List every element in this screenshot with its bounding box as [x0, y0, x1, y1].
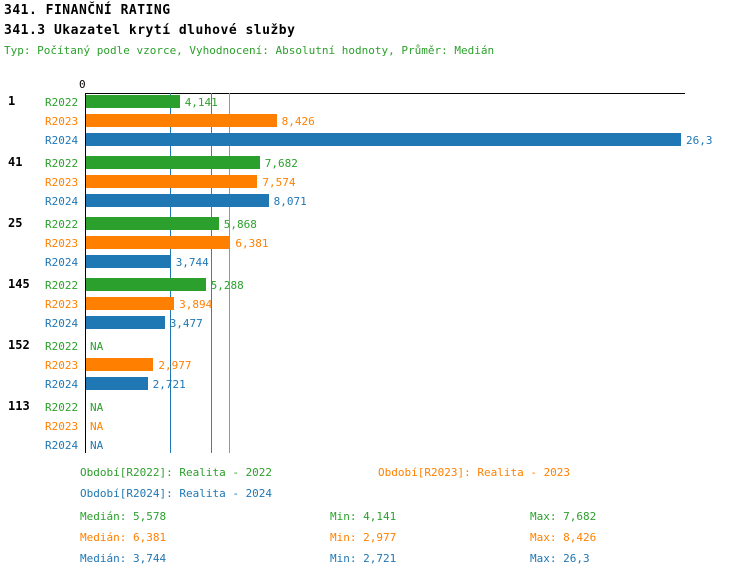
page-subtitle: 341.3 Ukazatel krytí dluhové služby — [4, 23, 296, 38]
bar-value-label: 26,3 — [686, 134, 713, 147]
series-label: R2023 — [45, 237, 79, 250]
page-title: 341. FINANČNÍ RATING — [4, 3, 171, 18]
series-label: R2023 — [45, 115, 79, 128]
bar-value-label: NA — [90, 439, 104, 452]
bar — [86, 255, 171, 268]
stat-min-r2023: Min: 2,977 — [330, 531, 397, 544]
bar — [86, 316, 165, 329]
bar-value-label: 3,894 — [179, 298, 213, 311]
bar-chart: 0 1 R2022 4,141 R2023 8,426 R2024 26,3 41 R2022 7,… — [0, 78, 750, 458]
bar-value-label: 7,574 — [262, 176, 296, 189]
bar — [86, 194, 269, 207]
series-label: R2024 — [45, 256, 79, 269]
bar-value-label: 2,721 — [152, 378, 186, 391]
series-label: R2022 — [45, 218, 79, 231]
stat-min-r2024: Min: 2,721 — [330, 552, 397, 565]
group-label: 41 — [8, 155, 23, 169]
bar — [86, 358, 154, 371]
series-label: R2024 — [45, 439, 79, 452]
series-label: R2022 — [45, 157, 79, 170]
median-line-r2023 — [229, 93, 231, 453]
group-label: 1 — [8, 94, 16, 108]
bar-value-label: 4,141 — [184, 96, 218, 109]
series-label: R2024 — [45, 317, 79, 330]
stat-min-r2022: Min: 4,141 — [330, 510, 397, 523]
stat-max-r2022: Max: 7,682 — [530, 510, 597, 523]
bar — [86, 217, 219, 230]
series-label: R2022 — [45, 279, 79, 292]
series-label: R2024 — [45, 134, 79, 147]
group-label: 113 — [8, 399, 30, 413]
bar — [86, 297, 175, 310]
x-axis-zero-label: 0 — [79, 78, 86, 91]
bar — [86, 114, 277, 127]
bar-value-label: 5,288 — [210, 279, 244, 292]
series-label: R2022 — [45, 401, 79, 414]
series-label: R2023 — [45, 420, 79, 433]
stat-max-r2023: Max: 8,426 — [530, 531, 597, 544]
bar — [86, 95, 180, 108]
series-label: R2023 — [45, 298, 79, 311]
series-label: R2023 — [45, 176, 79, 189]
stat-median-r2022: Medián: 5,578 — [80, 510, 167, 523]
legend-r2023: Období[R2023]: Realita - 2023 — [378, 466, 571, 479]
bar-value-label: NA — [90, 420, 104, 433]
series-label: R2024 — [45, 195, 79, 208]
bar-value-label: 8,426 — [281, 115, 315, 128]
y-axis-line — [85, 93, 86, 453]
bar-value-label: NA — [90, 340, 104, 353]
bar — [86, 278, 206, 291]
bar-value-label: 6,381 — [235, 237, 269, 250]
series-label: R2023 — [45, 359, 79, 372]
series-label: R2024 — [45, 378, 79, 391]
bar-value-label: 7,682 — [264, 157, 298, 170]
bar-value-label: NA — [90, 401, 104, 414]
series-label: R2022 — [45, 340, 79, 353]
series-label: R2022 — [45, 96, 79, 109]
bar — [86, 175, 258, 188]
chart-meta-info: Typ: Počítaný podle vzorce, Vyhodnocení:… — [4, 44, 495, 57]
bar — [86, 133, 681, 146]
bar-value-label: 8,071 — [273, 195, 307, 208]
median-line-r2022 — [211, 93, 213, 453]
x-axis-line — [85, 93, 685, 94]
bar-value-label: 3,477 — [169, 317, 203, 330]
stat-median-r2023: Medián: 6,381 — [80, 531, 167, 544]
stat-median-r2024: Medián: 3,744 — [80, 552, 167, 565]
bar — [86, 377, 148, 390]
bar-value-label: 3,744 — [175, 256, 209, 269]
bar — [86, 236, 231, 249]
bar-value-label: 2,977 — [158, 359, 192, 372]
legend-r2022: Období[R2022]: Realita - 2022 — [80, 466, 273, 479]
group-label: 152 — [8, 338, 30, 352]
group-label: 145 — [8, 277, 30, 291]
bar-value-label: 5,868 — [223, 218, 257, 231]
group-label: 25 — [8, 216, 23, 230]
stat-max-r2024: Max: 26,3 — [530, 552, 590, 565]
legend-r2024: Období[R2024]: Realita - 2024 — [80, 487, 273, 500]
median-line-r2024 — [169, 93, 171, 453]
bar — [86, 156, 260, 169]
